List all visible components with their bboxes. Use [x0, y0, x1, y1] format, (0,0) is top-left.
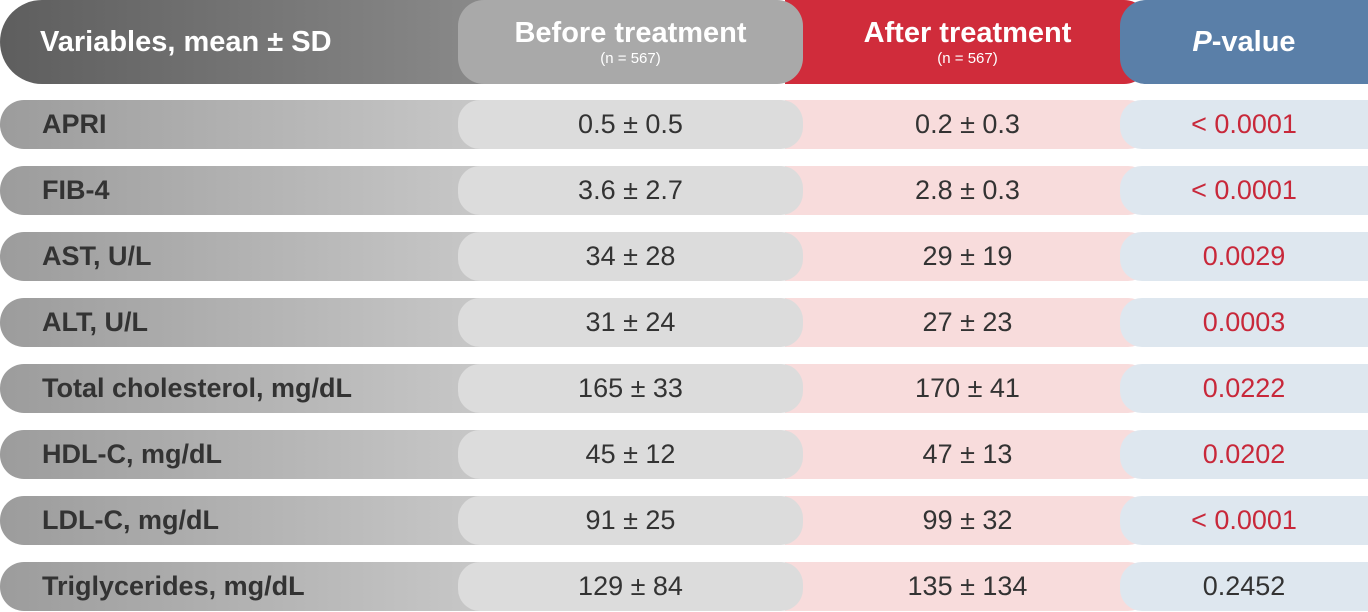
cell-after: 47 ± 13 [785, 430, 1150, 479]
cell-after: 99 ± 32 [785, 496, 1150, 545]
header-after-n: (n = 567) [937, 49, 998, 67]
cell-after: 29 ± 19 [785, 232, 1150, 281]
cell-before: 129 ± 84 [458, 562, 803, 611]
table-row: Total cholesterol, mg/dL 165 ± 33 170 ± 41… [0, 364, 1368, 413]
cell-before: 91 ± 25 [458, 496, 803, 545]
cell-before: 0.5 ± 0.5 [458, 100, 803, 149]
cell-variable: Total cholesterol, mg/dL [0, 364, 490, 413]
cell-p-value: 0.0202 [1120, 430, 1368, 479]
cell-before: 31 ± 24 [458, 298, 803, 347]
cell-p-value: 0.0222 [1120, 364, 1368, 413]
cell-p-value: 0.0003 [1120, 298, 1368, 347]
table-row: AST, U/L 34 ± 28 29 ± 19 0.0029 [0, 232, 1368, 281]
cell-p-value: 0.2452 [1120, 562, 1368, 611]
cell-after: 0.2 ± 0.3 [785, 100, 1150, 149]
header-after-title: After treatment [863, 16, 1072, 49]
table-header: Variables, mean ± SD Before treatment (n… [0, 0, 1368, 84]
cell-before: 34 ± 28 [458, 232, 803, 281]
cell-after: 27 ± 23 [785, 298, 1150, 347]
header-before-n: (n = 567) [600, 49, 661, 67]
table-row: ALT, U/L 31 ± 24 27 ± 23 0.0003 [0, 298, 1368, 347]
header-before-title: Before treatment [514, 16, 747, 49]
header-p-value: P-value [1120, 0, 1368, 84]
table-row: APRI 0.5 ± 0.5 0.2 ± 0.3 < 0.0001 [0, 100, 1368, 149]
cell-before: 165 ± 33 [458, 364, 803, 413]
cell-p-value: < 0.0001 [1120, 496, 1368, 545]
cell-variable: APRI [0, 100, 490, 149]
header-variables: Variables, mean ± SD [0, 0, 490, 84]
table-row: LDL-C, mg/dL 91 ± 25 99 ± 32 < 0.0001 [0, 496, 1368, 545]
table-row: FIB-4 3.6 ± 2.7 2.8 ± 0.3 < 0.0001 [0, 166, 1368, 215]
cell-variable: ALT, U/L [0, 298, 490, 347]
cell-after: 2.8 ± 0.3 [785, 166, 1150, 215]
header-after-treatment: After treatment (n = 567) [785, 0, 1150, 84]
header-p-prefix: P [1192, 25, 1212, 58]
cell-p-value: 0.0029 [1120, 232, 1368, 281]
cell-after: 170 ± 41 [785, 364, 1150, 413]
cell-p-value: < 0.0001 [1120, 100, 1368, 149]
table-row: Triglycerides, mg/dL 129 ± 84 135 ± 134 0.2… [0, 562, 1368, 611]
cell-p-value: < 0.0001 [1120, 166, 1368, 215]
cell-variable: FIB-4 [0, 166, 490, 215]
cell-before: 3.6 ± 2.7 [458, 166, 803, 215]
cell-before: 45 ± 12 [458, 430, 803, 479]
cell-after: 135 ± 134 [785, 562, 1150, 611]
header-before-treatment: Before treatment (n = 567) [458, 0, 803, 84]
cell-variable: LDL-C, mg/dL [0, 496, 490, 545]
cell-variable: AST, U/L [0, 232, 490, 281]
header-variables-label: Variables, mean ± SD [40, 25, 332, 58]
cell-variable: Triglycerides, mg/dL [0, 562, 490, 611]
cell-variable: HDL-C, mg/dL [0, 430, 490, 479]
table-row: HDL-C, mg/dL 45 ± 12 47 ± 13 0.0202 [0, 430, 1368, 479]
header-p-suffix: -value [1211, 25, 1296, 58]
